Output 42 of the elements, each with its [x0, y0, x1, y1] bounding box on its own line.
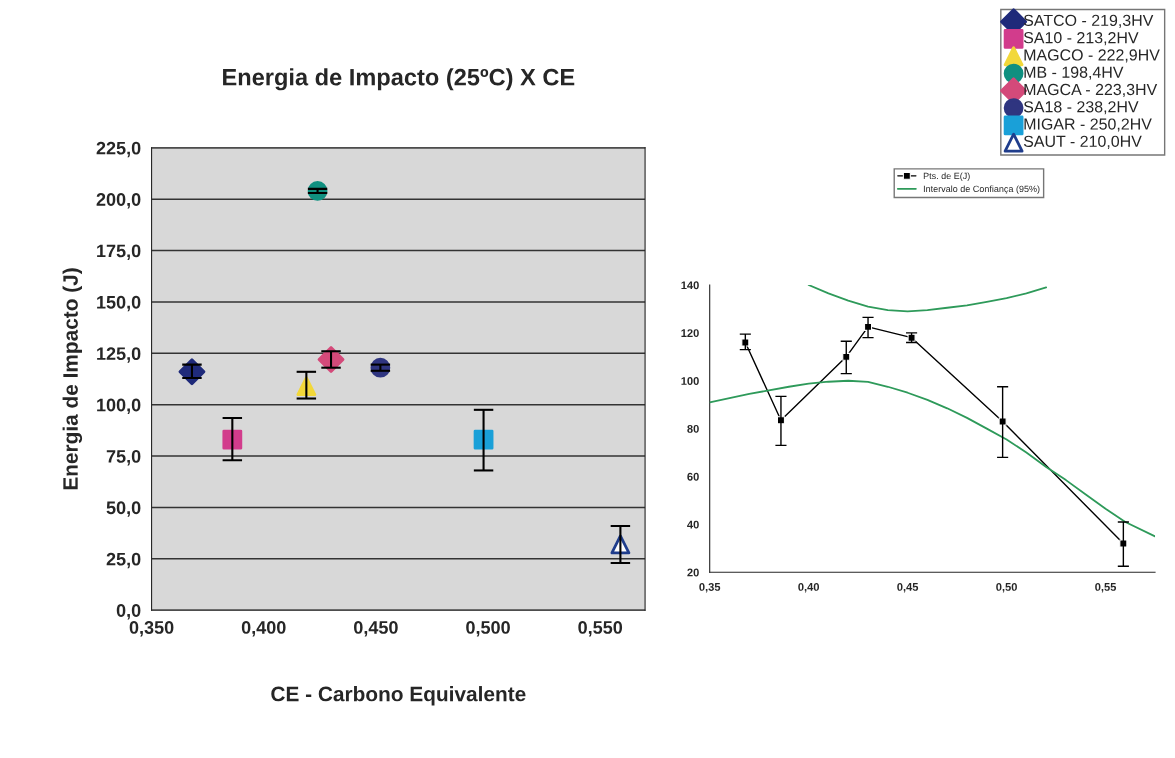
y-tick-label: 20 [687, 568, 699, 577]
y-tick-label: 200,0 [96, 193, 141, 209]
legend-label: Pts. de E(J) [923, 172, 970, 181]
x-tick-label: 0,55 [1095, 583, 1117, 593]
x-tick-label: 0,350 [129, 621, 174, 637]
y-tick-label: 80 [687, 424, 699, 433]
legend-label: MIGAR - 250,2HV [1024, 118, 1152, 132]
legend-label: MB - 198,4HV [1024, 66, 1124, 80]
legend-label: SATCO - 219,3HV [1023, 14, 1154, 28]
chart-title: Energia de Impacto (25ºC) X CE [223, 68, 575, 91]
x-tick-label: 0,450 [354, 621, 398, 637]
y-tick-label: 100,0 [97, 398, 141, 415]
line-series [709, 379, 1156, 538]
legend-label: MAGCA - 223,3HV [1024, 83, 1158, 98]
legend-label: SA10 - 213,2HV [1023, 32, 1139, 46]
y-tick-label: 100 [681, 377, 699, 385]
y-axis-title: Energia de Impacto (J) [62, 268, 83, 490]
legend-label: SAUT - 210,0HV [1023, 135, 1142, 149]
legend-label: Intervalo de Confiança (95%) [923, 185, 1040, 194]
x-tick-label: 0,550 [578, 621, 623, 637]
x-tick-label: 0,40 [798, 583, 820, 593]
line-series [807, 285, 1048, 313]
legend-label: MAGCO - 222,9HV [1024, 49, 1160, 63]
x-tick-label: 0,35 [699, 583, 721, 593]
y-tick-label: 50,0 [106, 501, 141, 517]
x-tick-label: 0,50 [996, 583, 1017, 593]
y-tick-label: 225,0 [96, 141, 141, 158]
y-tick-label: 25,0 [106, 552, 141, 569]
y-tick-label: 125,0 [97, 347, 141, 363]
legend-label: SA18 - 238,2HV [1023, 101, 1139, 115]
x-tick-label: 0,500 [466, 621, 510, 637]
y-tick-label: 40 [687, 520, 699, 529]
x-tick-label: 0,400 [241, 621, 286, 637]
y-tick-label: 175,0 [97, 244, 141, 260]
y-tick-label: 0,0 [116, 604, 141, 620]
x-tick-label: 0,45 [897, 583, 919, 593]
y-tick-label: 150,0 [97, 295, 141, 312]
y-tick-label: 75,0 [106, 450, 141, 466]
y-tick-label: 60 [687, 472, 699, 481]
x-axis-title: CE - Carbono Equivalente [271, 686, 526, 706]
y-tick-label: 120 [681, 329, 699, 338]
y-tick-label: 140 [681, 281, 699, 290]
